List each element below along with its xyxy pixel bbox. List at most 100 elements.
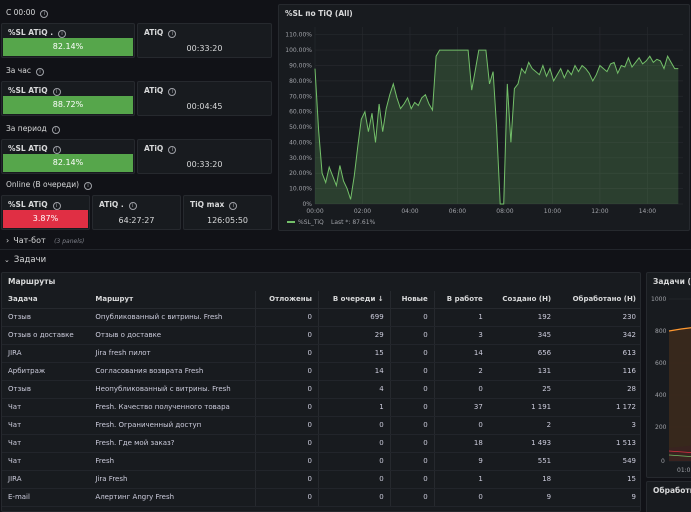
stat-sl-hour[interactable]: %SL ATiQ i 88.72% xyxy=(1,81,135,116)
table-cell: JIRA xyxy=(2,344,90,363)
section-since-midnight: С 00:00 i xyxy=(6,8,49,18)
table-row[interactable]: Чат Fresh. Ограниченный доступ 0 0 0 0 2 3 xyxy=(2,416,640,435)
table-row[interactable]: JIRA Jira fresh пилот 0 15 0 14 656 613 xyxy=(2,344,640,363)
table-cell: 0 xyxy=(389,434,435,453)
tasks-chart-panel[interactable]: Задачи (Н) 1000 800 600 400 200 0 01:0 xyxy=(646,272,691,478)
info-icon[interactable]: i xyxy=(51,126,60,134)
table-cell: 116 xyxy=(557,362,640,381)
column-header[interactable]: В очереди ↓ xyxy=(317,291,391,309)
table-row[interactable]: Арбитраж Согласования возврата Fresh 0 14 0 2… xyxy=(2,362,640,381)
stat-sl-value: 82.14% xyxy=(3,38,133,56)
table-cell: 2 xyxy=(488,416,558,435)
info-icon[interactable]: i xyxy=(84,182,93,190)
table-cell: Отзыв xyxy=(2,380,90,399)
stat-sl-value: 3.87% xyxy=(3,210,88,228)
info-icon[interactable]: i xyxy=(40,10,49,18)
table-cell: Fresh. Качество полученного товара xyxy=(89,398,256,417)
table-cell: 29 xyxy=(317,326,391,345)
y-tick-label: 20.00% xyxy=(289,170,312,177)
column-header[interactable]: Обработано (Н) xyxy=(557,291,640,309)
x-tick-label: 12:00 xyxy=(591,208,608,215)
x-tick-label: 02:00 xyxy=(354,208,371,215)
y-tick-label: 10.00% xyxy=(289,186,312,193)
table-cell: 0 xyxy=(255,488,319,507)
table-cell: 0 xyxy=(389,380,435,399)
y-tick: 400 xyxy=(655,392,667,399)
table-row[interactable]: Чат Fresh. Качество полученного товара 0 1 0… xyxy=(2,398,640,417)
table-cell: 28 xyxy=(557,380,640,399)
info-icon[interactable]: i xyxy=(52,146,61,154)
chevron-right-icon: › xyxy=(6,236,10,245)
table-cell: Fresh xyxy=(89,452,256,471)
column-header[interactable]: Новые xyxy=(389,291,435,309)
x-tick-label: 10:00 xyxy=(544,208,561,215)
info-icon[interactable]: i xyxy=(52,202,61,210)
table-cell: 345 xyxy=(488,326,558,345)
info-icon[interactable]: i xyxy=(168,30,177,38)
table-cell: 1 513 xyxy=(557,434,640,453)
y-tick-label: 70.00% xyxy=(289,93,312,100)
stat-atiq-period[interactable]: ATiQ i 00:33:20 xyxy=(137,139,272,174)
y-tick-label: 40.00% xyxy=(289,139,312,146)
stat-sl-online[interactable]: %SL ATiQ i 3.87% xyxy=(1,195,90,230)
stat-atiq-value: 00:04:45 xyxy=(186,102,223,111)
table-cell: 4 xyxy=(317,380,391,399)
table-cell: 0 xyxy=(317,452,391,471)
table-cell: 0 xyxy=(389,344,435,363)
stat-atiq-online[interactable]: ATiQ .i 64:27:27 xyxy=(92,195,181,230)
processing-panel[interactable]: Обработка xyxy=(646,481,691,512)
table-row[interactable]: Отзыв Опубликованный с витрины. Fresh 0 699… xyxy=(2,308,640,327)
section-online: Online (В очереди) i xyxy=(6,180,93,190)
y-tick: 200 xyxy=(655,424,667,431)
table-row[interactable]: E-mail Алертинг Angry Fresh 0 0 0 0 9 9 xyxy=(2,488,640,507)
table-cell: 3 xyxy=(433,326,489,345)
table-cell: 0 xyxy=(389,326,435,345)
table-cell: 9 xyxy=(557,488,640,507)
table-row[interactable]: Отзыв Неопубликованный с витрины. Fresh 0 4… xyxy=(2,380,640,399)
y-tick: 800 xyxy=(655,328,667,335)
stat-sl-period[interactable]: %SL ATiQ i 82.14% xyxy=(1,139,135,174)
table-cell: Чат xyxy=(2,398,90,417)
column-header[interactable]: Создано (Н) xyxy=(488,291,558,309)
stat-atiq-value: 00:33:20 xyxy=(186,160,223,169)
column-header[interactable]: В работе xyxy=(433,291,489,309)
info-icon[interactable]: i xyxy=(229,202,238,210)
info-icon[interactable]: i xyxy=(128,202,137,210)
info-icon[interactable]: i xyxy=(168,146,177,154)
y-tick-label: 100.00% xyxy=(285,47,312,54)
table-row[interactable]: Чат Fresh 0 0 0 9 551 549 xyxy=(2,452,640,471)
stat-tiq-max[interactable]: TiQ max i 126:05:50 xyxy=(183,195,272,230)
column-header[interactable]: Отложены xyxy=(255,291,319,309)
row-chat-bot[interactable]: › Чат-бот (3 panels) xyxy=(6,236,85,245)
table-row[interactable]: Чат Fresh. Где мой заказ? 0 0 0 18 1 493 1 513 xyxy=(2,434,640,453)
x-tick-label: 04:00 xyxy=(401,208,418,215)
info-icon[interactable]: i xyxy=(58,30,67,38)
table-cell: 0 xyxy=(433,488,489,507)
column-header[interactable]: Маршрут xyxy=(89,291,256,309)
table-cell: 0 xyxy=(317,434,391,453)
table-cell: 9 xyxy=(433,452,489,471)
table-row[interactable]: JIRA Jira Fresh 0 0 0 1 18 15 xyxy=(2,470,640,489)
row-tasks[interactable]: ⌄ Задачи xyxy=(4,255,47,265)
column-header[interactable]: Задача xyxy=(2,291,90,309)
table-cell: Отзыв о доставке xyxy=(89,326,256,345)
stat-sl-since-midnight[interactable]: %SL ATiQ .i 82.14% xyxy=(1,23,135,58)
chart-panel-sl-tiq[interactable]: %SL по TiQ (All) 0% 10.00% 20.00% 30.00% 40.… xyxy=(278,4,690,231)
table-row[interactable]: Отзыв о доставке Отзыв о доставке 0 29 0 3 345… xyxy=(2,326,640,345)
table-cell: 0 xyxy=(317,470,391,489)
stat-atiq-hour[interactable]: ATiQ i 00:04:45 xyxy=(137,81,272,116)
table-cell: Чат xyxy=(2,452,90,471)
info-icon[interactable]: i xyxy=(35,68,44,76)
table-cell: 0 xyxy=(389,308,435,327)
table-cell: 342 xyxy=(557,326,640,345)
legend-series-name[interactable]: %SL_TiQ xyxy=(298,219,324,226)
routes-table-panel[interactable]: Маршруты Задача Маршрут Отложены В очереди … xyxy=(1,272,641,512)
table-cell: 0 xyxy=(255,308,319,327)
stat-atiq-since-midnight[interactable]: ATiQ i 00:33:20 xyxy=(137,23,272,58)
table-cell: 0 xyxy=(389,362,435,381)
info-icon[interactable]: i xyxy=(52,88,61,96)
stat-atiq-value: 64:27:27 xyxy=(118,216,155,225)
x-tick-label: 14:00 xyxy=(639,208,656,215)
info-icon[interactable]: i xyxy=(168,88,177,96)
table-cell: Неопубликованный с витрины. Fresh xyxy=(89,380,256,399)
